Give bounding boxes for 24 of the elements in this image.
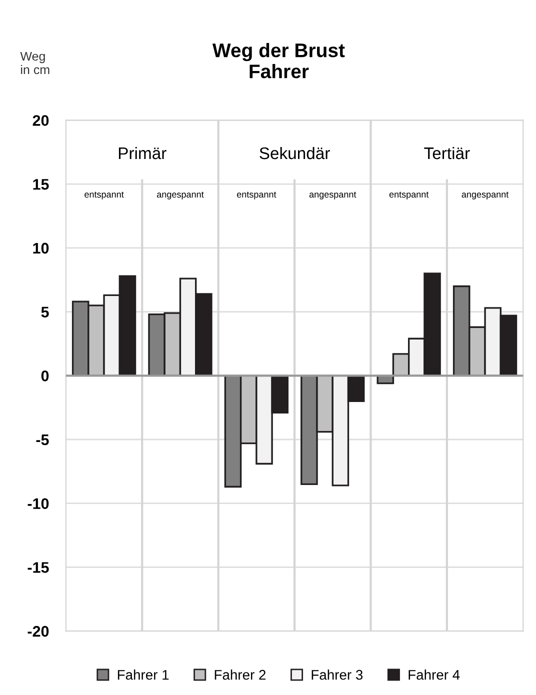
y-tick-label: -5 [36,434,49,446]
y-tick-label: -15 [28,562,49,573]
x-tick-label: entspannt [84,192,124,200]
y-tick-label: -10 [28,498,49,510]
x-tick-label: angespannt [462,192,509,200]
y-tick-label: 15 [33,179,49,190]
x-tick-label: entspannt [236,192,276,200]
x-tick-label: entspannt [389,192,429,200]
y-tick-label: 5 [41,306,49,318]
legend-label: Fahrer 4 [408,670,460,680]
y-tick-label: 10 [33,242,49,254]
x-tick-label: angespannt [157,192,204,200]
x-tick-label: angespannt [309,192,356,200]
chart-title: Weg der Brust Fahrer [212,42,345,78]
annotation: Primär [118,146,166,160]
legend-label: Fahrer 1 [118,670,169,680]
y-tick-label: 0 [41,370,49,382]
annotation: Tertiär [424,146,470,160]
y-tick-label: -20 [28,626,49,637]
y-axis-title: Weg in cm [20,52,50,74]
annotation: Sekundär [260,146,330,160]
legend-label: Fahrer 3 [312,670,363,680]
legend-label: Fahrer 2 [214,670,266,680]
y-tick-label: 20 [32,115,49,126]
